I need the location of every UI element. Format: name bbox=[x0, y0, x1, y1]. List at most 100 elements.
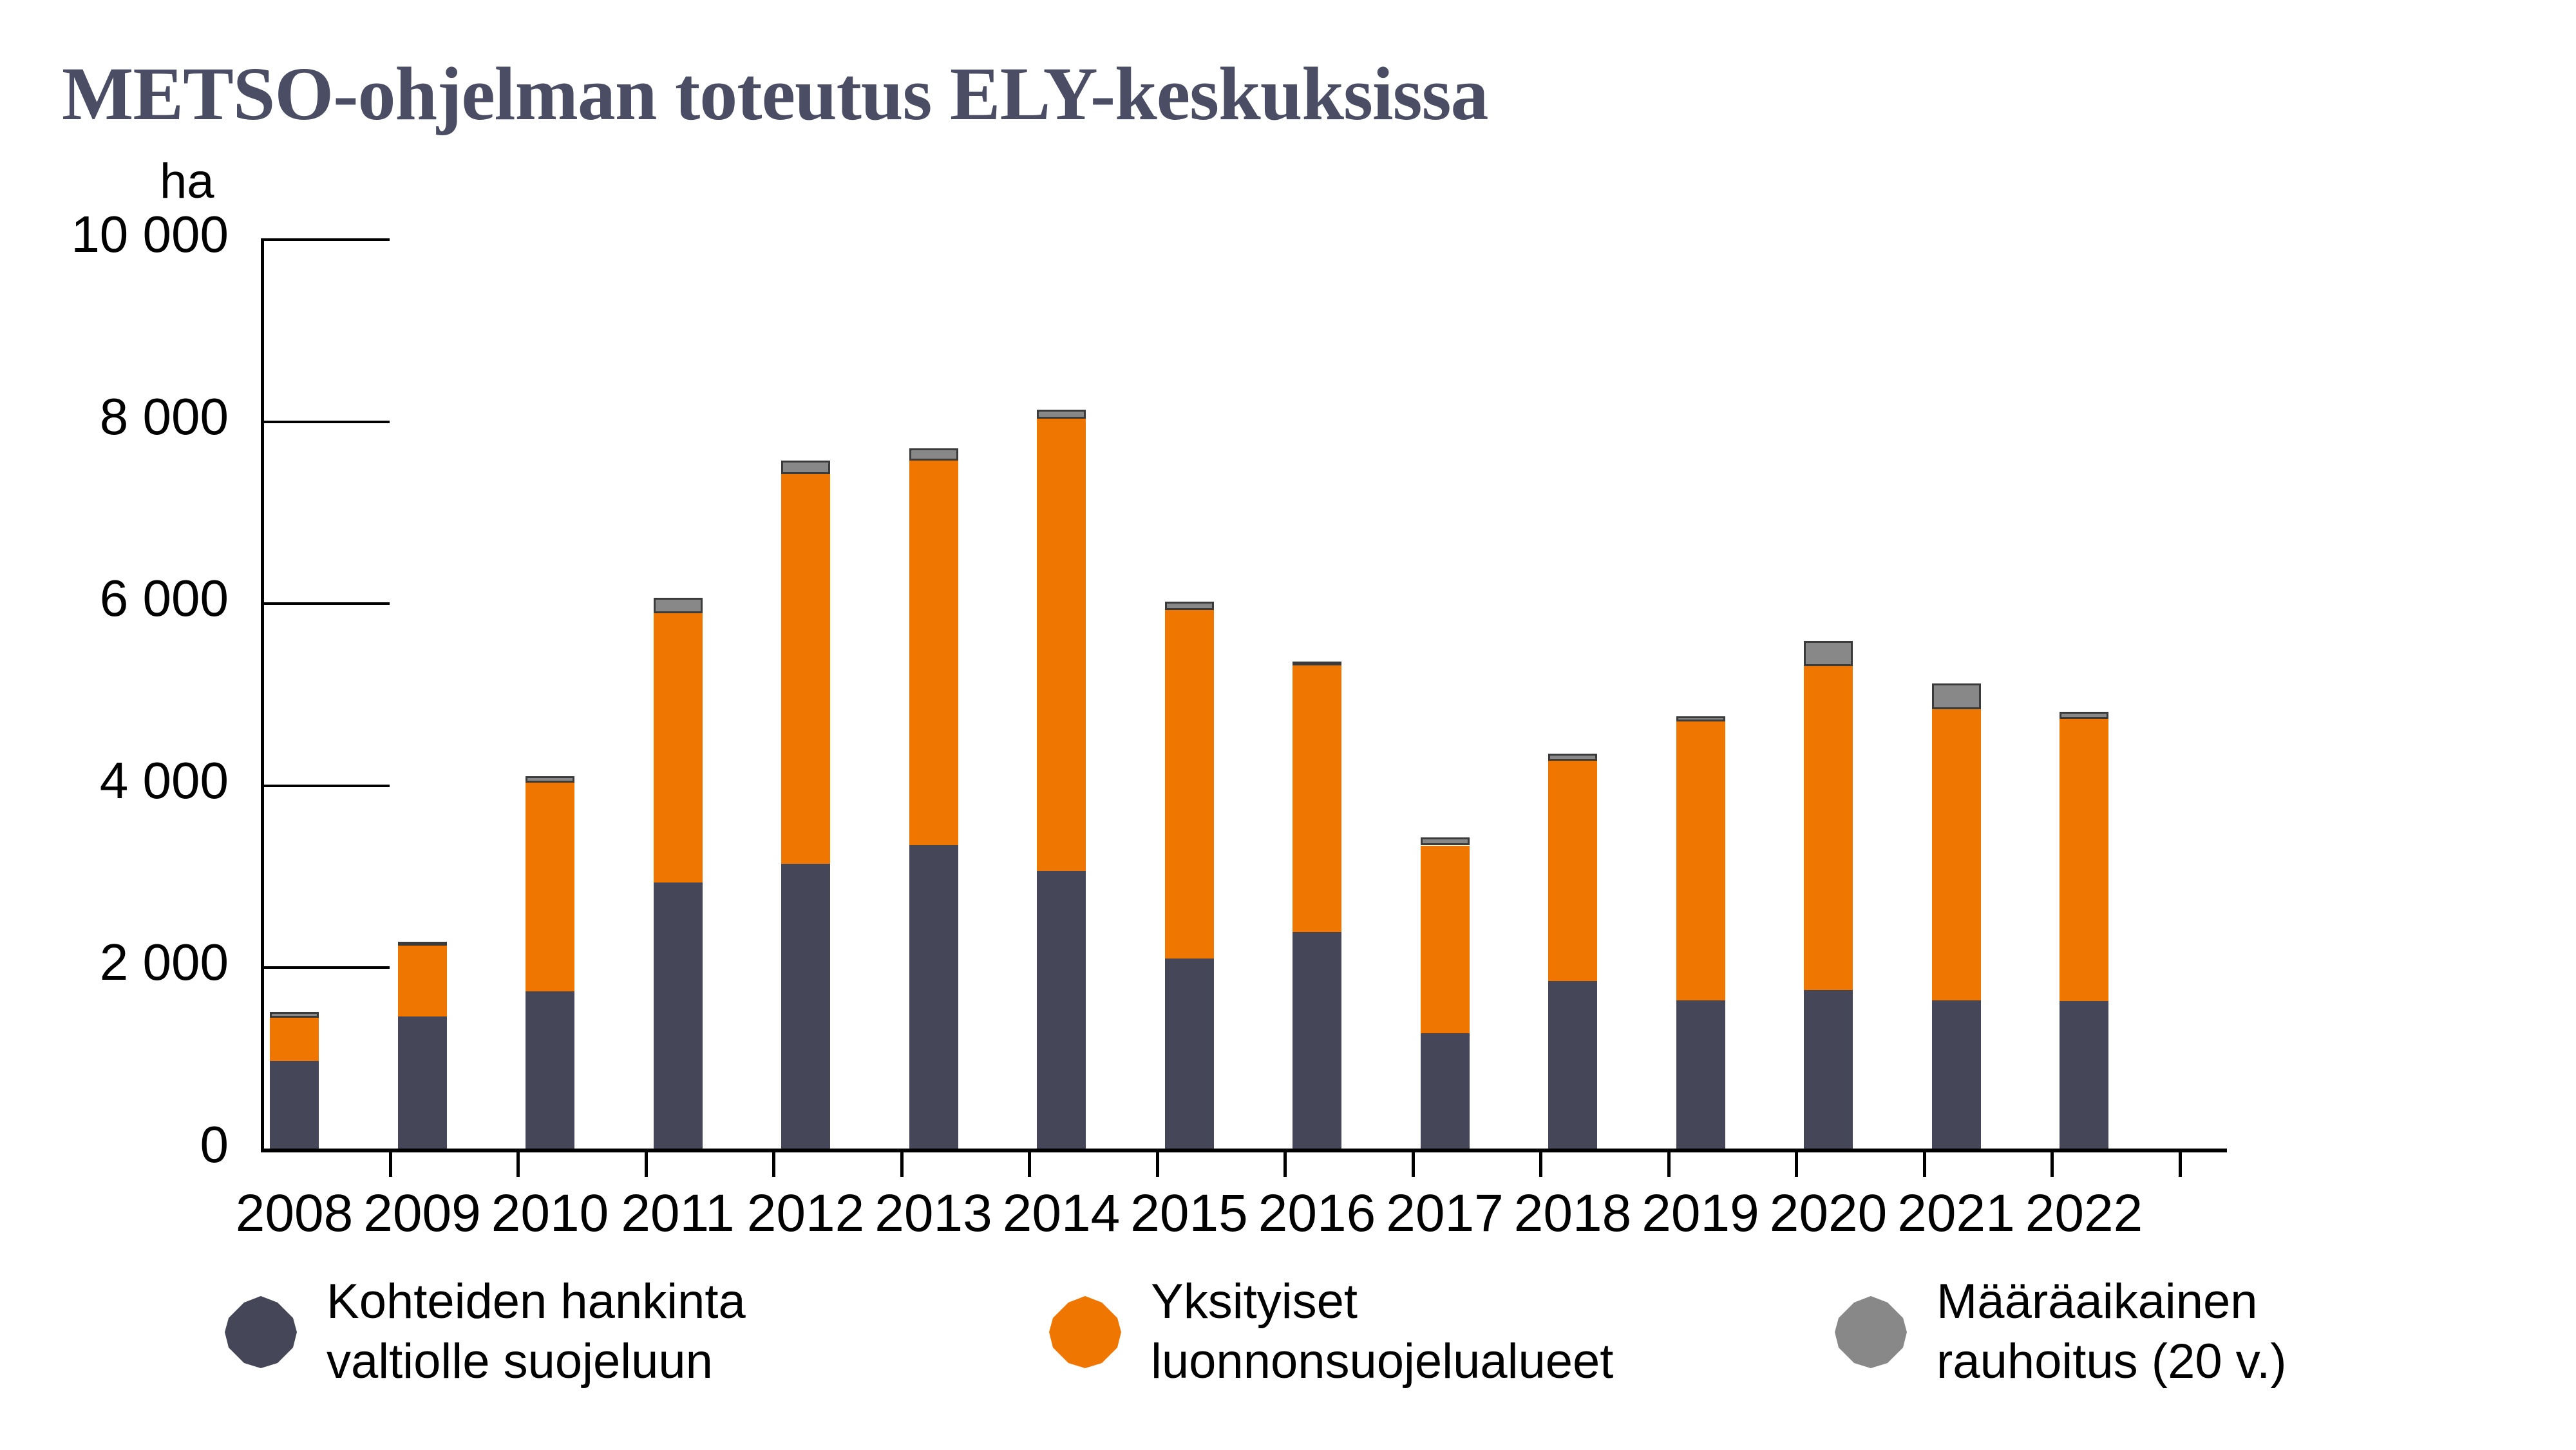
y-axis-unit-label: ha bbox=[160, 154, 214, 209]
bar-2018[interactable] bbox=[1548, 238, 1597, 1149]
segment-valtiolle bbox=[1676, 1000, 1725, 1149]
x-tick bbox=[1539, 1149, 1542, 1177]
x-tick bbox=[1411, 1149, 1415, 1177]
octagon-marker-icon bbox=[1046, 1293, 1124, 1371]
x-tick-label-2019: 2019 bbox=[1642, 1184, 1759, 1243]
segment-valtiolle bbox=[781, 863, 830, 1149]
segment-valtiolle bbox=[653, 882, 703, 1149]
segment-yksityiset bbox=[1804, 666, 1853, 991]
x-tick-label-2011: 2011 bbox=[621, 1184, 735, 1243]
segment-maaraaikainen bbox=[1037, 409, 1086, 419]
segment-yksityiset bbox=[1931, 709, 1981, 1000]
segment-yksityiset bbox=[909, 460, 958, 846]
segment-valtiolle bbox=[1293, 931, 1341, 1149]
legend-item-2[interactable]: Yksityiset luonnonsuojelualueet bbox=[1046, 1272, 1613, 1391]
bar-2017[interactable] bbox=[1420, 238, 1470, 1149]
segment-maaraaikainen bbox=[1293, 661, 1341, 665]
bar-2015[interactable] bbox=[1164, 238, 1214, 1149]
x-axis-line bbox=[261, 1149, 2227, 1152]
segment-maaraaikainen bbox=[1420, 837, 1470, 846]
legend-item-1[interactable]: Kohteiden hankinta valtiolle suojeluun bbox=[222, 1272, 746, 1391]
x-tick bbox=[900, 1149, 904, 1177]
segment-yksityiset bbox=[653, 613, 703, 883]
x-tick bbox=[2178, 1149, 2182, 1177]
bar-2020[interactable] bbox=[1804, 238, 1853, 1149]
x-tick bbox=[1922, 1149, 1926, 1177]
segment-yksityiset bbox=[1164, 609, 1214, 959]
x-tick bbox=[2050, 1149, 2054, 1177]
x-tick-label-2012: 2012 bbox=[746, 1184, 865, 1243]
segment-yksityiset bbox=[397, 945, 447, 1017]
chart-legend: Kohteiden hankinta valtiolle suojeluun Yk… bbox=[0, 1272, 2576, 1433]
bar-2011[interactable] bbox=[653, 238, 703, 1149]
segment-yksityiset bbox=[1676, 721, 1725, 1000]
gridline-2000 bbox=[261, 966, 390, 969]
legend-label: Määräaikainen rauhoitus (20 v.) bbox=[1937, 1274, 2287, 1389]
y-tick-label: 6 000 bbox=[99, 569, 229, 627]
segment-valtiolle bbox=[1420, 1033, 1470, 1149]
segment-yksityiset bbox=[1420, 845, 1470, 1033]
x-tick bbox=[644, 1149, 648, 1177]
segment-maaraaikainen bbox=[1676, 716, 1725, 722]
x-tick bbox=[1155, 1149, 1159, 1177]
bar-2022[interactable] bbox=[2060, 238, 2108, 1149]
x-tick bbox=[1795, 1149, 1798, 1177]
segment-maaraaikainen bbox=[526, 776, 574, 783]
y-tick-label: 2 000 bbox=[99, 933, 229, 991]
segment-maaraaikainen bbox=[1164, 601, 1214, 610]
x-tick bbox=[516, 1149, 520, 1177]
segment-valtiolle bbox=[1548, 981, 1597, 1149]
segment-valtiolle bbox=[397, 1016, 447, 1149]
legend-label: Kohteiden hankinta valtiolle suojeluun bbox=[327, 1274, 746, 1389]
x-tick bbox=[772, 1149, 775, 1177]
bar-2016[interactable] bbox=[1293, 238, 1341, 1149]
x-tick-label-2020: 2020 bbox=[1769, 1184, 1888, 1243]
segment-maaraaikainen bbox=[270, 1012, 319, 1018]
segment-maaraaikainen bbox=[1931, 683, 1981, 709]
gridline-4000 bbox=[261, 784, 390, 787]
x-tick bbox=[1667, 1149, 1671, 1177]
segment-maaraaikainen bbox=[1548, 753, 1597, 761]
segment-maaraaikainen bbox=[2060, 711, 2108, 720]
octagon-marker-icon bbox=[1832, 1293, 1909, 1371]
gridline-10000 bbox=[261, 238, 390, 241]
segment-yksityiset bbox=[270, 1017, 319, 1062]
segment-maaraaikainen bbox=[397, 941, 447, 946]
x-tick bbox=[1283, 1149, 1287, 1177]
gridline-8000 bbox=[261, 420, 390, 423]
x-tick-label-2021: 2021 bbox=[1897, 1184, 2015, 1243]
segment-valtiolle bbox=[1804, 990, 1853, 1149]
x-tick bbox=[1028, 1149, 1031, 1177]
bar-2012[interactable] bbox=[781, 238, 830, 1149]
bar-2010[interactable] bbox=[526, 238, 574, 1149]
x-tick-label-2009: 2009 bbox=[363, 1184, 481, 1243]
segment-maaraaikainen bbox=[653, 598, 703, 614]
x-tick-label-2016: 2016 bbox=[1258, 1184, 1376, 1243]
segment-valtiolle bbox=[526, 991, 574, 1149]
x-tick bbox=[388, 1149, 392, 1177]
segment-yksityiset bbox=[2060, 719, 2108, 1002]
bar-2008[interactable] bbox=[270, 238, 319, 1149]
x-tick-label-2015: 2015 bbox=[1130, 1184, 1248, 1243]
x-tick-label-2022: 2022 bbox=[2025, 1184, 2143, 1243]
y-axis-line bbox=[261, 238, 264, 1149]
y-tick-label: 4 000 bbox=[99, 751, 229, 809]
y-tick-label: 0 bbox=[200, 1116, 229, 1173]
gridline-6000 bbox=[261, 602, 390, 606]
bar-2009[interactable] bbox=[397, 238, 447, 1149]
legend-item-3[interactable]: Määräaikainen rauhoitus (20 v.) bbox=[1832, 1272, 2287, 1391]
segment-yksityiset bbox=[781, 473, 830, 864]
x-tick-label-2014: 2014 bbox=[1002, 1184, 1121, 1243]
x-tick-label-2010: 2010 bbox=[491, 1184, 609, 1243]
octagon-marker-icon bbox=[222, 1293, 299, 1371]
bar-2021[interactable] bbox=[1931, 238, 1981, 1149]
legend-label: Yksityiset luonnonsuojelualueet bbox=[1151, 1274, 1614, 1389]
segment-valtiolle bbox=[2060, 1001, 2108, 1149]
bar-2019[interactable] bbox=[1676, 238, 1725, 1149]
segment-maaraaikainen bbox=[781, 460, 830, 474]
bar-2013[interactable] bbox=[909, 238, 958, 1149]
segment-valtiolle bbox=[270, 1061, 319, 1149]
segment-valtiolle bbox=[1164, 958, 1214, 1149]
bar-2014[interactable] bbox=[1037, 238, 1086, 1149]
segment-yksityiset bbox=[1037, 418, 1086, 872]
